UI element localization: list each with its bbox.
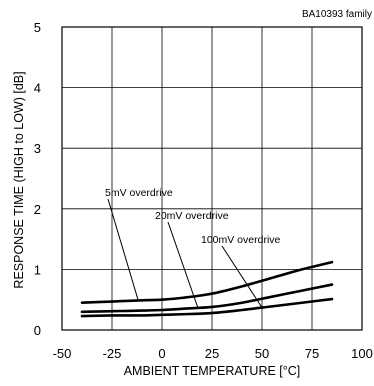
x-tick-label: 25 — [205, 346, 219, 361]
series-lines — [80, 260, 334, 318]
x-tick-label: 50 — [255, 346, 269, 361]
y-tick-label: 0 — [34, 323, 41, 338]
y-tick-label: 3 — [34, 141, 41, 156]
series-line-1 — [80, 260, 334, 305]
annotation-labels: 5mV overdrive 20mV overdrive 100mV overdri… — [105, 187, 281, 246]
y-axis-label: RESPONSE TIME (HIGH to LOW) [dB] — [12, 71, 26, 288]
y-tick-label: 5 — [34, 20, 41, 35]
annotation-label-3: 100mV overdrive — [201, 234, 281, 246]
y-tick-label: 4 — [34, 81, 41, 96]
y-tick-label: 2 — [34, 202, 41, 217]
annotation-leader-2 — [167, 221, 199, 309]
annotation-leader-3 — [221, 245, 263, 308]
grid — [62, 27, 362, 330]
annotation-leaders — [107, 198, 263, 309]
plot-frame — [61, 26, 363, 331]
x-tick-label: -50 — [53, 346, 72, 361]
tick-labels: -50 -25 0 25 50 75 100 0 1 2 3 4 5 — [34, 20, 373, 361]
series-line-2 — [80, 283, 334, 314]
x-tick-label: -25 — [103, 346, 122, 361]
series-line-3 — [80, 297, 334, 318]
x-tick-label: 0 — [158, 346, 165, 361]
y-tick-label: 1 — [34, 262, 41, 277]
annotation-leader-1 — [107, 198, 139, 300]
annotation-label-1: 5mV overdrive — [105, 187, 173, 199]
x-tick-label: 100 — [351, 346, 373, 361]
annotation-label-2: 20mV overdrive — [155, 210, 229, 222]
family-label: BA10393 family — [302, 9, 372, 20]
x-tick-label: 75 — [305, 346, 319, 361]
x-axis-label: AMBIENT TEMPERATURE [°C] — [124, 364, 301, 378]
